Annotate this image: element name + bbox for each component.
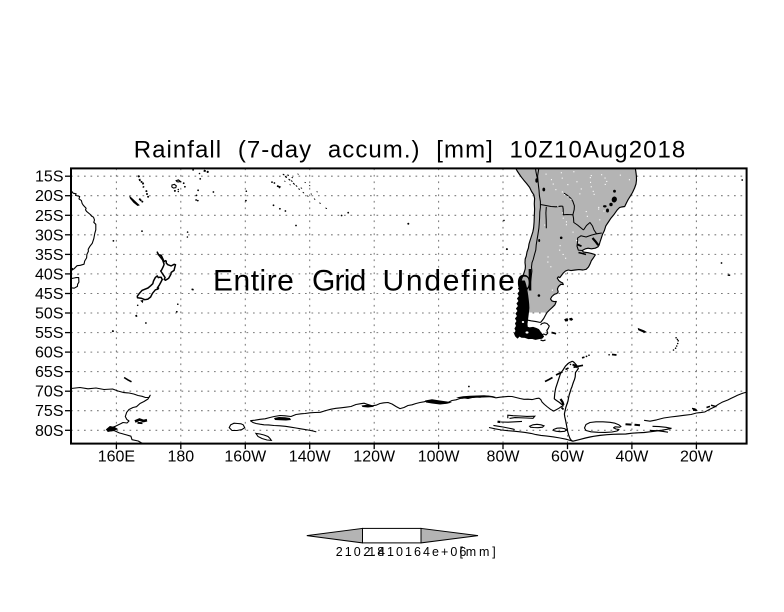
svg-text:Undefined: Undefined [383, 265, 536, 298]
svg-text:160W: 160W [224, 449, 267, 466]
svg-text:[mm]: [mm] [460, 545, 499, 559]
svg-text:Grid: Grid [312, 265, 365, 298]
svg-text:100W: 100W [418, 449, 461, 466]
svg-text:80W: 80W [487, 449, 521, 466]
svg-text:40W: 40W [615, 449, 649, 466]
svg-text:30S: 30S [35, 227, 63, 244]
svg-text:160E: 160E [98, 449, 135, 466]
svg-text:70S: 70S [35, 384, 63, 401]
svg-text:55S: 55S [35, 325, 63, 342]
svg-text:15S: 15S [35, 169, 63, 186]
svg-text:60S: 60S [35, 345, 63, 362]
svg-text:45S: 45S [35, 286, 63, 303]
svg-text:210.18: 210.18 [336, 545, 387, 559]
svg-text:180: 180 [167, 449, 194, 466]
svg-text:50S: 50S [35, 306, 63, 323]
svg-text:Entire: Entire [213, 265, 294, 298]
svg-text:80S: 80S [35, 423, 63, 440]
svg-text:65S: 65S [35, 364, 63, 381]
svg-text:120W: 120W [353, 449, 396, 466]
svg-text:Rainfall (7-day accum.) [mm] 1: Rainfall (7-day accum.) [mm] 10Z10Aug201… [134, 137, 687, 164]
svg-text:140W: 140W [289, 449, 332, 466]
svg-text:40S: 40S [35, 266, 63, 283]
svg-text:20W: 20W [680, 449, 714, 466]
svg-text:75S: 75S [35, 403, 63, 420]
svg-text:20S: 20S [35, 188, 63, 205]
svg-text:2.410164e+06: 2.410164e+06 [364, 545, 469, 559]
svg-text:25S: 25S [35, 208, 63, 225]
svg-text:35S: 35S [35, 247, 63, 264]
svg-text:60W: 60W [551, 449, 585, 466]
